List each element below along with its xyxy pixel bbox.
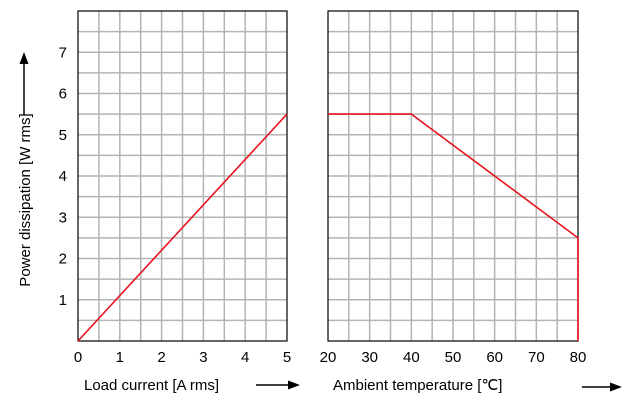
x-tick-label: 40 [403,349,420,366]
x-tick-label: 30 [361,349,378,366]
x-tick-label: 2 [157,349,165,366]
x-tick-label: 3 [199,349,207,366]
x-axis-label-right: Ambient temperature [℃] [333,377,502,394]
x-tick-label: 20 [320,349,337,366]
y-axis-arrow [19,52,29,115]
tick-layer: 0 1 2 3 4 5 20 30 40 50 60 70 80 1 2 3 4 5 6 7 [59,44,587,366]
x-tick-label: 50 [445,349,462,366]
x-tick-label: 70 [528,349,545,366]
frame-layer [77,10,579,342]
x-tick-label: 60 [486,349,503,366]
y-tick-label: 3 [59,209,67,226]
data-series-line [77,113,288,342]
x-tick-label: 4 [241,349,249,366]
y-tick-label: 6 [59,86,67,103]
x-tick-label: 5 [283,349,291,366]
y-axis-label: Power dissipation [W rms] [17,113,34,286]
y-tick-label: 5 [59,127,67,144]
x-tick-label: 80 [570,349,587,366]
plot-frame [327,10,579,342]
x-tick-label: 0 [74,349,82,366]
y-tick-label: 4 [59,168,67,185]
grid-layer [78,11,578,341]
y-tick-label: 2 [59,251,67,268]
x-axis-arrow-right [582,382,622,392]
plot-frame [77,10,288,342]
x-axis-arrow-left [256,380,300,390]
y-tick-label: 1 [59,292,67,309]
y-tick-label: 7 [59,44,67,61]
data-series-line [328,113,579,341]
curve-layer [77,113,579,342]
x-axis-label-left: Load current [A rms] [84,377,219,394]
x-tick-label: 1 [116,349,124,366]
